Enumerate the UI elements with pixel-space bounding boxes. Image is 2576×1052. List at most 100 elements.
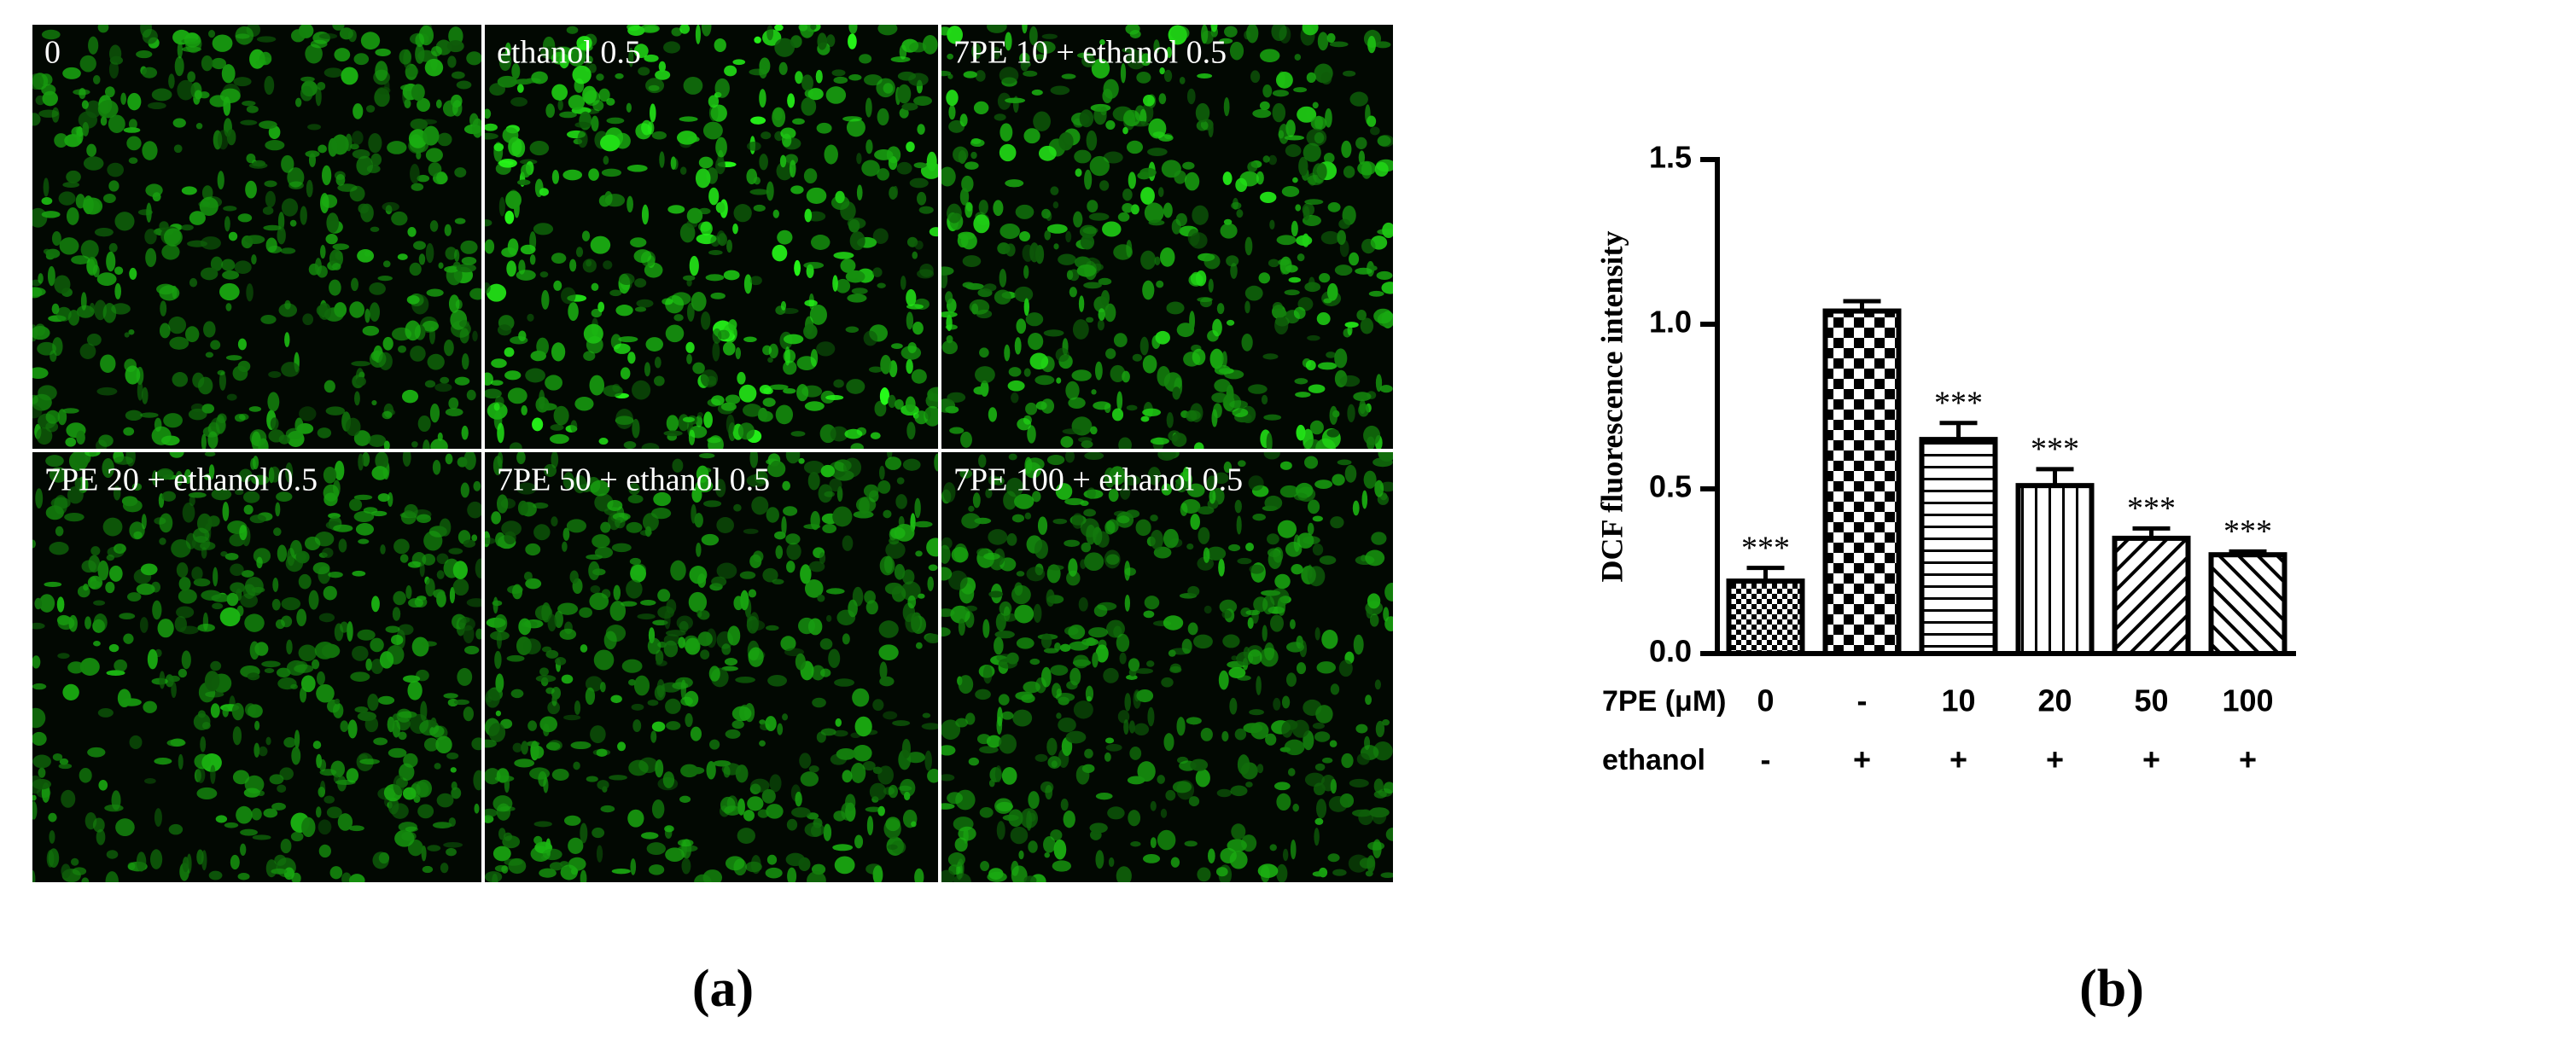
- cell: [415, 33, 425, 48]
- cell: [1097, 319, 1104, 331]
- cell: [774, 531, 786, 540]
- cell: [1058, 696, 1069, 706]
- cell: [1312, 543, 1324, 556]
- cell: [690, 726, 702, 741]
- cell: [1276, 863, 1288, 882]
- cell: [375, 48, 391, 56]
- cell: [1028, 791, 1040, 810]
- cell: [590, 725, 606, 744]
- cell: [753, 204, 766, 212]
- cell: [1033, 111, 1051, 131]
- cell: [791, 807, 811, 818]
- cell: [887, 844, 898, 850]
- cell: [230, 582, 246, 594]
- cell: [93, 613, 108, 632]
- cell: [1098, 277, 1112, 286]
- cell: [1028, 332, 1044, 351]
- cell: [1310, 116, 1327, 131]
- cell: [141, 387, 149, 404]
- cell: [269, 774, 284, 785]
- cell: [1230, 785, 1248, 797]
- cell: [569, 259, 577, 272]
- cell: [387, 141, 407, 154]
- cell: [665, 698, 681, 714]
- cell: [159, 513, 173, 533]
- cell: [255, 59, 267, 67]
- cell: [358, 371, 365, 379]
- cell: [520, 244, 536, 255]
- cell: [140, 25, 152, 38]
- cell: [589, 375, 605, 396]
- cell: [883, 555, 893, 574]
- cell: [733, 858, 747, 876]
- cell: [929, 227, 938, 237]
- cell: [945, 405, 959, 414]
- cell: [89, 452, 96, 457]
- cell: [1056, 377, 1062, 384]
- cell: [709, 739, 720, 750]
- cell: [539, 868, 557, 878]
- cell: [451, 71, 465, 79]
- cell: [485, 768, 501, 785]
- cell: [328, 571, 343, 578]
- cell: [613, 584, 621, 601]
- cell: [1207, 330, 1219, 342]
- cell: [485, 123, 498, 131]
- cell: [1150, 837, 1157, 848]
- cell: [994, 113, 1006, 121]
- cell: [1026, 567, 1046, 582]
- cell: [317, 265, 328, 278]
- cell: [445, 247, 458, 260]
- cell: [133, 531, 143, 539]
- cell: [1385, 828, 1393, 841]
- cell: [492, 795, 513, 812]
- cell: [172, 372, 189, 387]
- cell: [1046, 211, 1052, 222]
- cell: [591, 115, 599, 132]
- bar: [1822, 308, 1902, 656]
- cell: [268, 370, 282, 378]
- cell: [635, 123, 652, 140]
- cell: [1246, 25, 1259, 44]
- cell: [459, 328, 469, 344]
- cell: [1228, 543, 1241, 552]
- cell: [224, 553, 239, 561]
- cell: [1088, 627, 1109, 638]
- cell: [179, 625, 199, 635]
- cell: [322, 547, 334, 558]
- cell: [572, 65, 592, 84]
- cell: [941, 719, 961, 741]
- cell: [440, 863, 449, 874]
- cell: [941, 544, 951, 564]
- cell: [975, 70, 986, 82]
- cell: [485, 108, 492, 119]
- cell: [1192, 205, 1209, 225]
- cell: [1005, 32, 1012, 51]
- cell: [980, 861, 990, 872]
- cell: [1122, 474, 1141, 486]
- cell: [914, 868, 924, 882]
- cell: [712, 328, 722, 344]
- cell: [1190, 514, 1200, 531]
- cell: [609, 601, 627, 621]
- cell: [561, 674, 574, 684]
- cell: [280, 839, 292, 854]
- cell: [799, 753, 812, 769]
- cell: [1171, 433, 1187, 447]
- cell: [1023, 368, 1031, 377]
- cell: [273, 527, 282, 537]
- cell: [82, 197, 103, 215]
- cell: [1218, 558, 1225, 577]
- cell: [194, 753, 211, 770]
- cell: [1221, 351, 1227, 368]
- cell: [782, 480, 790, 491]
- cell: [970, 151, 977, 160]
- cell: [151, 88, 172, 102]
- cell: [1008, 367, 1022, 377]
- cell: [323, 484, 340, 502]
- cell: [1367, 841, 1385, 851]
- cell: [232, 365, 248, 381]
- cell: [1069, 667, 1081, 686]
- cell: [353, 103, 364, 119]
